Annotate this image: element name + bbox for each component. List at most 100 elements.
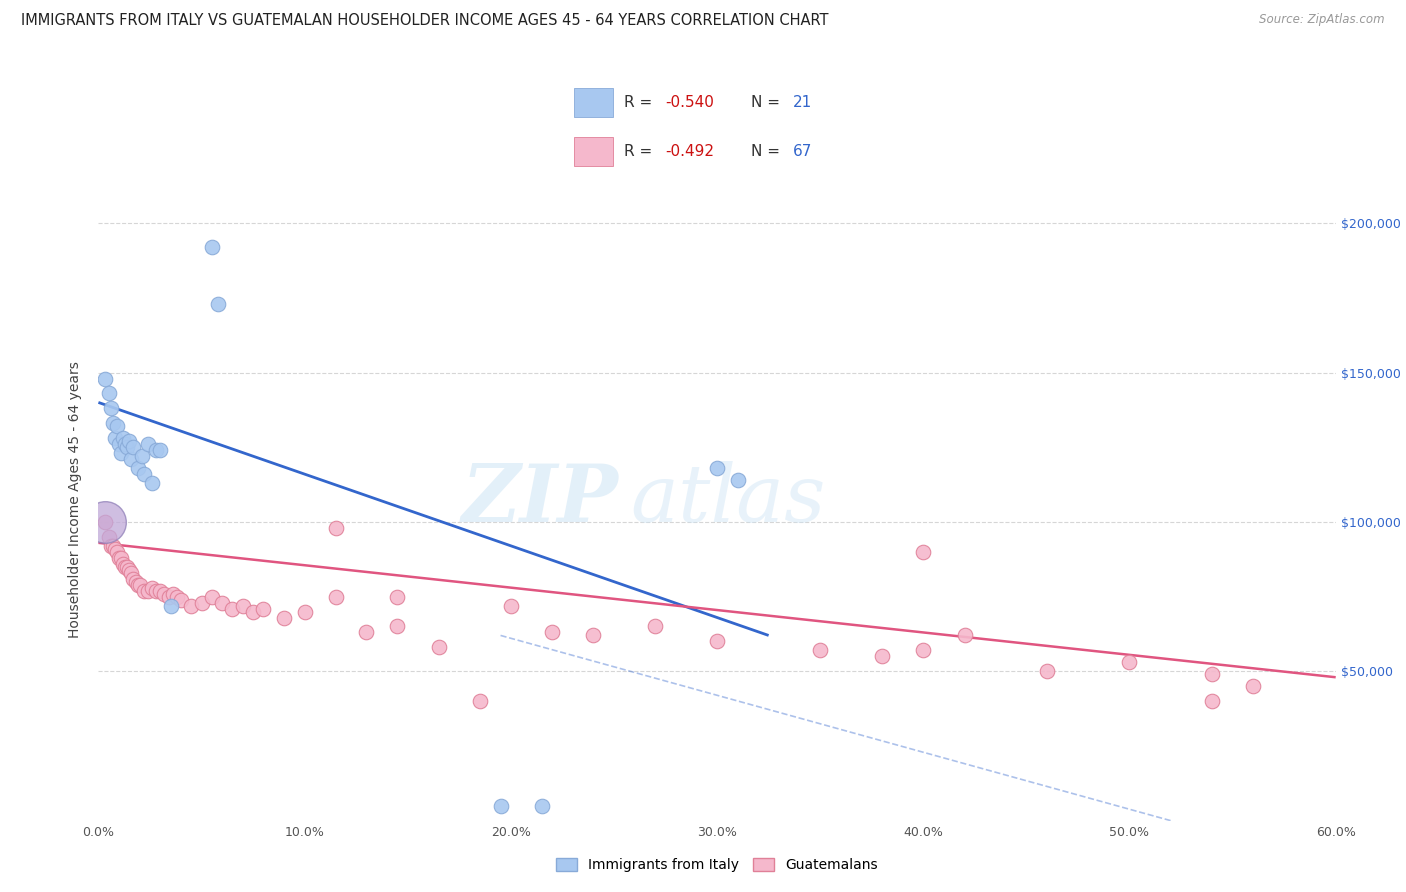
Text: atlas: atlas (630, 461, 825, 538)
Point (118, 563, 141, 577)
Point (145, 583, 167, 598)
Point (153, 586, 176, 600)
Point (118, 434, 141, 449)
Point (101, 417, 124, 431)
Point (110, 550, 132, 565)
Text: 67: 67 (793, 145, 813, 160)
Point (93, 371, 115, 385)
Point (105, 419, 128, 434)
Point (112, 431, 135, 445)
Point (124, 574, 146, 589)
Point (207, 297, 229, 311)
Point (136, 583, 159, 598)
Text: IMMIGRANTS FROM ITALY VS GUATEMALAN HOUSEHOLDER INCOME AGES 45 - 64 YEARS CORREL: IMMIGRANTS FROM ITALY VS GUATEMALAN HOUS… (21, 13, 828, 29)
Point (325, 521, 347, 535)
Point (427, 640, 450, 655)
Point (127, 461, 149, 475)
Point (294, 605, 316, 619)
Point (97, 530, 120, 544)
Point (145, 443, 167, 458)
Text: -0.540: -0.540 (666, 95, 714, 110)
Text: ZIP: ZIP (461, 461, 619, 538)
Point (149, 443, 172, 458)
Point (100, 401, 122, 416)
Point (706, 461, 728, 475)
Point (221, 601, 243, 615)
Point (93, 515, 115, 529)
Point (108, 437, 131, 451)
Point (100, 539, 122, 553)
Point (131, 449, 153, 463)
Point (166, 590, 188, 604)
Point (104, 431, 127, 445)
Point (1201, 694, 1223, 708)
Y-axis label: Householder Income Ages 45 - 64 years: Householder Income Ages 45 - 64 years (69, 361, 83, 638)
Point (211, 596, 233, 610)
Point (180, 599, 202, 613)
Point (93, 515, 115, 529)
Point (127, 577, 149, 591)
Text: 21: 21 (793, 95, 811, 110)
Point (157, 590, 180, 604)
Point (117, 559, 139, 574)
Point (122, 572, 145, 586)
Point (1118, 656, 1140, 670)
Point (132, 583, 155, 598)
Point (201, 590, 224, 604)
Point (149, 583, 172, 598)
Point (387, 590, 409, 604)
Point (468, 694, 491, 708)
Point (128, 577, 150, 591)
Text: R =: R = (624, 145, 658, 160)
Point (136, 437, 159, 451)
Point (170, 592, 193, 607)
Text: N =: N = (751, 95, 785, 110)
Point (120, 452, 142, 467)
Text: R =: R = (624, 95, 658, 110)
Point (912, 545, 935, 559)
Point (122, 440, 145, 454)
FancyBboxPatch shape (574, 137, 613, 166)
Point (489, 798, 512, 813)
Point (162, 586, 184, 600)
Point (582, 628, 605, 642)
Point (190, 596, 212, 610)
Point (242, 605, 264, 619)
Point (706, 634, 728, 648)
Point (1036, 665, 1059, 679)
Text: -0.492: -0.492 (666, 145, 714, 160)
Point (1201, 667, 1223, 681)
Point (110, 446, 132, 460)
Point (117, 440, 139, 454)
Point (101, 539, 124, 553)
Point (97, 386, 120, 401)
FancyBboxPatch shape (574, 88, 613, 117)
Point (727, 473, 749, 487)
Point (356, 625, 378, 640)
Text: Source: ZipAtlas.com: Source: ZipAtlas.com (1260, 13, 1385, 27)
Point (273, 610, 295, 624)
Point (132, 467, 155, 482)
Point (252, 601, 274, 615)
Point (870, 649, 893, 664)
Point (141, 581, 163, 595)
Point (114, 437, 136, 451)
Point (104, 541, 127, 556)
Point (159, 599, 181, 613)
Point (808, 643, 831, 657)
Point (325, 590, 347, 604)
Point (105, 545, 128, 559)
Point (114, 559, 136, 574)
Point (108, 550, 131, 565)
Point (912, 643, 935, 657)
Point (499, 599, 522, 613)
Point (644, 619, 666, 633)
Point (530, 798, 553, 813)
Point (953, 628, 976, 642)
Point (387, 619, 409, 633)
Text: N =: N = (751, 145, 785, 160)
Point (201, 240, 224, 254)
Legend: Immigrants from Italy, Guatemalans: Immigrants from Italy, Guatemalans (551, 853, 883, 878)
Point (120, 566, 142, 580)
Point (141, 476, 163, 491)
